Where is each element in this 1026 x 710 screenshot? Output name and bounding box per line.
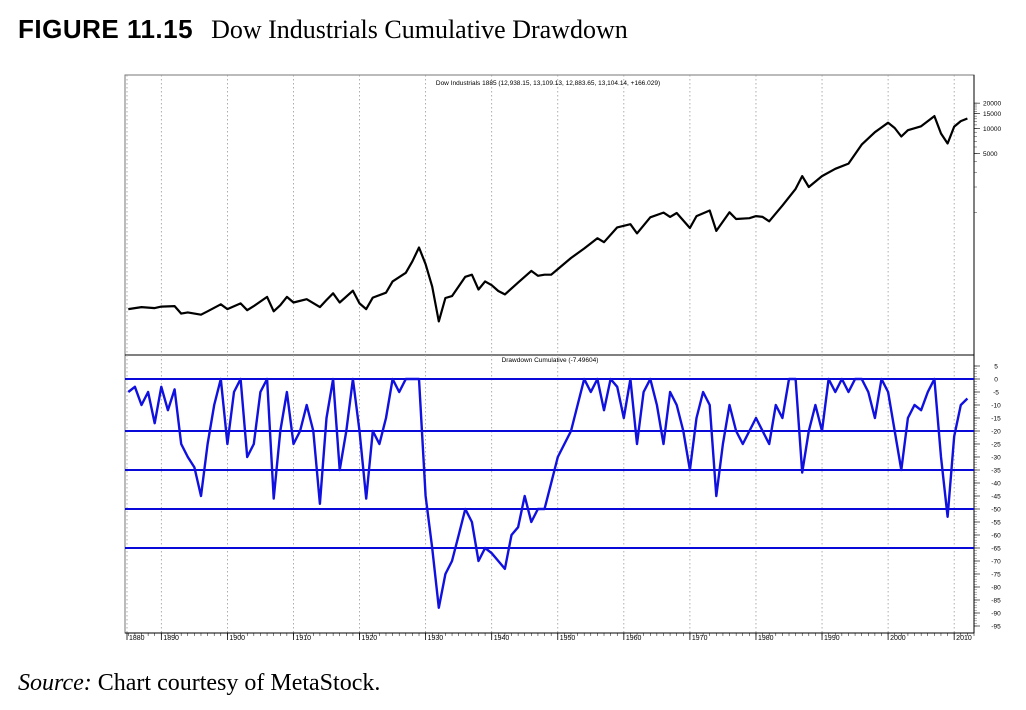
drawdown-tick-label: -95 <box>991 624 1001 631</box>
source-note: Source: Chart courtesy of MetaStock. <box>18 670 380 697</box>
x-tick-label: 1930 <box>428 635 444 642</box>
drawdown-reference-lines <box>125 378 974 549</box>
drawdown-tick-label: -5 <box>993 390 999 397</box>
price-axis: 20000 15000 10000 5000 <box>974 101 1001 213</box>
price-tick-label: 10000 <box>983 126 1001 133</box>
drawdown-panel-title: Drawdown Cumulative (-7.49604) <box>502 357 599 364</box>
drawdown-tick-label: -70 <box>991 559 1001 566</box>
x-tick-label: 1910 <box>295 635 311 642</box>
price-tick-label: 15000 <box>983 111 1001 118</box>
x-tick-label: 1890 <box>163 635 179 642</box>
drawdown-tick-label: -65 <box>991 546 1001 553</box>
drawdown-tick-label: -35 <box>991 468 1001 475</box>
x-tick-label: 1880 <box>129 635 145 642</box>
drawdown-tick-label: -85 <box>991 598 1001 605</box>
x-tick-label: 1970 <box>692 635 708 642</box>
drawdown-tick-label: -80 <box>991 585 1001 592</box>
price-panel-title: Dow Industrials 1885 (12,938.15, 13,109.… <box>436 80 660 87</box>
x-tick-label: 1920 <box>362 635 378 642</box>
drawdown-tick-label: -20 <box>991 429 1001 436</box>
price-tick-label: 5000 <box>983 151 998 158</box>
drawdown-line <box>127 377 969 609</box>
x-tick-label: 1940 <box>494 635 510 642</box>
drawdown-tick-label: -40 <box>991 481 1001 488</box>
drawdown-tick-label: -30 <box>991 455 1001 462</box>
drawdown-tick-label: -25 <box>991 442 1001 449</box>
drawdown-tick-label: -75 <box>991 572 1001 579</box>
x-tick-label: 1900 <box>229 635 245 642</box>
x-axis: 1880 1890 1900 1910 1920 1930 1940 1950 1960 1970… <box>126 633 975 642</box>
drawdown-tick-label: -60 <box>991 533 1001 540</box>
drawdown-tick-label: -10 <box>991 403 1001 410</box>
figure-caption: Dow Industrials Cumulative Drawdown <box>211 15 628 44</box>
drawdown-tick-label: 0 <box>994 377 998 384</box>
x-tick-label: 1950 <box>560 635 576 642</box>
price-series <box>128 114 968 323</box>
source-prefix: Source: <box>18 670 92 696</box>
x-tick-label: 2000 <box>890 635 906 642</box>
x-tick-label: 1980 <box>758 635 774 642</box>
drawdown-tick-label: -55 <box>991 520 1001 527</box>
x-tick-label: 1960 <box>626 635 642 642</box>
x-tick-label: 1990 <box>824 635 840 642</box>
drawdown-tick-label: -50 <box>991 507 1001 514</box>
drawdown-tick-label: -90 <box>991 611 1001 618</box>
figure-title: FIGURE 11.15 Dow Industrials Cumulative D… <box>18 14 628 45</box>
figure-label: FIGURE 11.15 <box>18 14 194 44</box>
drawdown-tick-label: 5 <box>994 364 998 371</box>
drawdown-series <box>127 377 969 609</box>
drawdown-tick-label: -15 <box>991 416 1001 423</box>
drawdown-axis: 5 0 -5 -10 -15 -20 -25 -30 -35 -40 -45 -50 -55 -60 -65… <box>974 364 1001 631</box>
price-tick-label: 20000 <box>983 101 1001 108</box>
drawdown-tick-label: -45 <box>991 494 1001 501</box>
year-gridlines <box>126 75 955 633</box>
price-line <box>128 114 968 323</box>
chart-frame <box>124 74 975 634</box>
source-text: Chart courtesy of MetaStock. <box>91 670 381 696</box>
x-tick-label: 2010 <box>956 635 972 642</box>
